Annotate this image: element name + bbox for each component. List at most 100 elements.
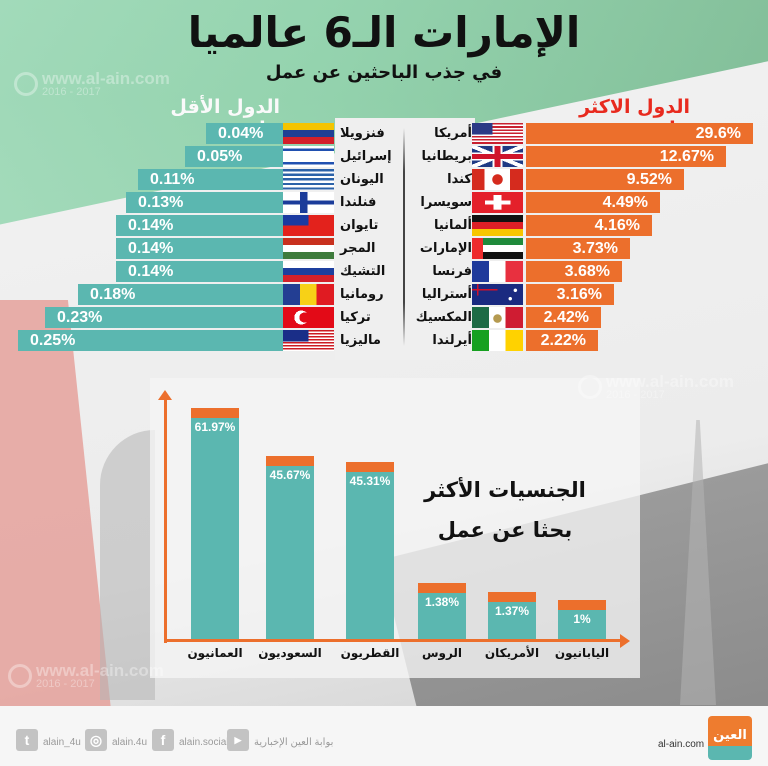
czech-flag-icon [283, 261, 334, 282]
y-axis [164, 398, 167, 643]
column-body [558, 610, 606, 639]
column-body [488, 602, 536, 639]
column-body [346, 472, 394, 639]
column-value: 1% [573, 612, 591, 626]
column-cap [418, 583, 466, 593]
column-value: 1.37% [494, 604, 530, 618]
column-label: اليابانيون [554, 646, 610, 660]
romania-flag-icon [283, 284, 334, 305]
least-country-label: تركيا [340, 310, 371, 325]
chart-title-line2: بحثا عن عمل [437, 518, 573, 542]
australia-flag-icon [472, 284, 523, 305]
footer: t alain_4u ◎ alain.4u f alain.social ▶ ب… [0, 706, 768, 766]
uk-flag-icon [472, 146, 523, 167]
most-country-label: الإمارات [419, 241, 472, 256]
usa-flag-icon [472, 123, 523, 144]
israel-flag-icon [283, 146, 334, 167]
most-country-label: ألمانيا [433, 218, 472, 233]
column-japanese: 1% [558, 600, 606, 639]
least-bar: 0.23% [45, 307, 283, 328]
column-label: السعوديون [258, 646, 322, 660]
least-row: 0.05% إسرائيل [0, 146, 404, 168]
column-omanis: 61.97% [191, 408, 239, 639]
column-cap [346, 462, 394, 472]
least-country-label: إسرائيل [340, 149, 392, 164]
facebook-icon: f [152, 729, 174, 751]
watermark-top: www.al-ain.com 2016 - 2017 [14, 70, 170, 98]
most-bar: 3.68% [526, 261, 622, 282]
least-country-label: تايوان [340, 218, 379, 233]
least-bar: 0.05% [185, 146, 283, 167]
most-row: الإمارات 3.73% [404, 238, 768, 260]
column-saudis: 45.67% [266, 456, 314, 639]
least-country-label: رومانيا [340, 287, 384, 302]
column-cap [488, 592, 536, 602]
least-row: 0.04% فنزويلا [0, 123, 404, 145]
least-bar: 0.04% [206, 123, 283, 144]
most-country-label: بريطانيا [421, 149, 472, 164]
least-country-label: المجر [340, 241, 376, 256]
youtube-icon: ▶ [227, 729, 249, 751]
most-row: أستراليا 3.16% [404, 284, 768, 306]
least-country-label: التشيك [340, 264, 386, 279]
turkey-flag-icon [283, 307, 334, 328]
most-row: ألمانيا 4.16% [404, 215, 768, 237]
most-bar: 2.42% [526, 307, 601, 328]
most-row: كندا 9.52% [404, 169, 768, 191]
switzerland-flag-icon [472, 192, 523, 213]
column-label: الأمريكان [484, 646, 540, 660]
column-body [266, 466, 314, 639]
least-country-label: اليونان [340, 172, 384, 187]
least-row: 0.11% اليونان [0, 169, 404, 191]
canada-flag-icon [472, 169, 523, 190]
column-label: القطريون [340, 646, 400, 660]
most-country-label: فرنسا [432, 264, 472, 279]
nationalities-chart: 61.97% 45.67% 45.31% 1.38% 1.37% 1% العم [158, 390, 630, 660]
most-row: أمريكا 29.6% [404, 123, 768, 145]
least-row: 0.18% رومانيا [0, 284, 404, 306]
column-body [418, 593, 466, 639]
copyright-icon [14, 72, 38, 96]
column-qataris: 45.31% [346, 462, 394, 639]
least-country-label: ماليزيا [340, 333, 381, 348]
column-value: 61.97% [194, 420, 236, 434]
chart-title-line1: الجنسيات الأكثر [424, 478, 586, 502]
logo-text: العين [713, 728, 747, 743]
france-flag-icon [472, 261, 523, 282]
uae-flag-icon [472, 238, 523, 259]
most-row: المكسيك 2.42% [404, 307, 768, 329]
column-value: 45.67% [269, 468, 311, 482]
column-value: 1.38% [424, 595, 460, 609]
copyright-icon [8, 664, 32, 688]
most-row: سويسرا 4.49% [404, 192, 768, 214]
column-cap [191, 408, 239, 418]
taiwan-flag-icon [283, 215, 334, 236]
least-bar: 0.11% [138, 169, 283, 190]
column-divider [403, 128, 405, 346]
least-bar: 0.14% [116, 215, 283, 236]
most-row: بريطانيا 12.67% [404, 146, 768, 168]
most-bar: 4.16% [526, 215, 652, 236]
site-url-link[interactable]: al-ain.com [658, 739, 705, 750]
al-ain-logo: العين [708, 716, 752, 760]
x-axis-arrow-icon [620, 634, 630, 648]
least-row: 0.13% فنلندا [0, 192, 404, 214]
least-bar: 0.25% [18, 330, 283, 351]
least-bar: 0.14% [116, 261, 283, 282]
ireland-flag-icon [472, 330, 523, 351]
least-row: 0.14% المجر [0, 238, 404, 260]
x-axis [164, 639, 622, 642]
greece-flag-icon [283, 169, 334, 190]
least-bar: 0.14% [116, 238, 283, 259]
most-row: أيرلندا 2.22% [404, 330, 768, 352]
page-subtitle: في جذب الباحثين عن عمل [265, 62, 503, 83]
least-row: 0.14% التشيك [0, 261, 404, 283]
column-cap [266, 456, 314, 466]
most-country-label: أمريكا [434, 126, 472, 141]
most-bar: 3.73% [526, 238, 630, 259]
twitter-handle: alain_4u [43, 737, 81, 748]
most-bar: 29.6% [526, 123, 753, 144]
column-value: 45.31% [349, 474, 391, 488]
logo-teal-block [708, 746, 752, 760]
twitter-icon: t [16, 729, 38, 751]
